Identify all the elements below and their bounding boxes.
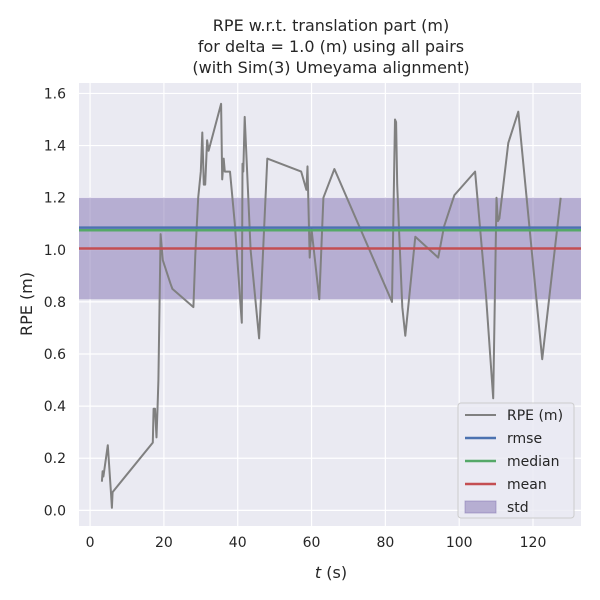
y-tick-label: 0.8 — [44, 295, 66, 311]
y-tick-label: 1.4 — [44, 139, 66, 155]
x-tick-label: 20 — [155, 535, 173, 551]
x-tick-label: 0 — [86, 535, 95, 551]
legend-swatch-std — [464, 500, 497, 514]
x-tick-label: 80 — [376, 535, 394, 551]
x-axis-label: t (s) — [315, 563, 347, 582]
y-tick-label: 1.2 — [44, 191, 66, 207]
legend-entry-mean: mean — [465, 477, 547, 493]
x-tick-label: 100 — [446, 535, 473, 551]
legend-label-rpe: RPE (m) — [507, 408, 563, 424]
y-tick-label: 0.4 — [44, 399, 66, 415]
x-tick-label: 120 — [520, 535, 547, 551]
x-tick-label: 40 — [229, 535, 247, 551]
chart-title-line-2: for delta = 1.0 (m) using all pairs — [198, 37, 464, 56]
legend-label-mean: mean — [507, 477, 547, 493]
x-tick-label: 60 — [303, 535, 321, 551]
chart-title-line-3: (with Sim(3) Umeyama alignment) — [192, 58, 469, 77]
y-tick-label: 1.6 — [44, 86, 66, 102]
legend-entry-median: median — [465, 454, 559, 470]
legend-entry-std: std — [464, 500, 529, 516]
legend-label-rmse: rmse — [507, 431, 542, 447]
legend: RPE (m) rmse median mean std — [457, 402, 575, 519]
y-tick-label: 0.6 — [44, 347, 66, 363]
legend-label-std: std — [507, 500, 529, 516]
y-tick-label: 0.0 — [44, 503, 66, 519]
x-axis-label-unit: (s) — [326, 563, 347, 582]
chart-title-line-1: RPE w.r.t. translation part (m) — [213, 16, 449, 35]
plot-area: 0 20 40 60 80 100 120 0.0 0.2 0.4 0.6 0.8 1.0 1.2 1.4 1… — [44, 83, 581, 551]
y-tick-label: 0.2 — [44, 451, 66, 467]
y-axis-label: RPE (m) — [17, 272, 36, 336]
x-axis-label-variable: t — [315, 563, 322, 582]
rpe-series-line — [100, 102, 562, 509]
y-tick-label: 1.0 — [44, 243, 66, 259]
legend-frame — [457, 402, 575, 519]
legend-label-median: median — [507, 454, 559, 470]
legend-entry-rpe: RPE (m) — [465, 408, 563, 424]
legend-entry-rmse: rmse — [465, 431, 542, 447]
